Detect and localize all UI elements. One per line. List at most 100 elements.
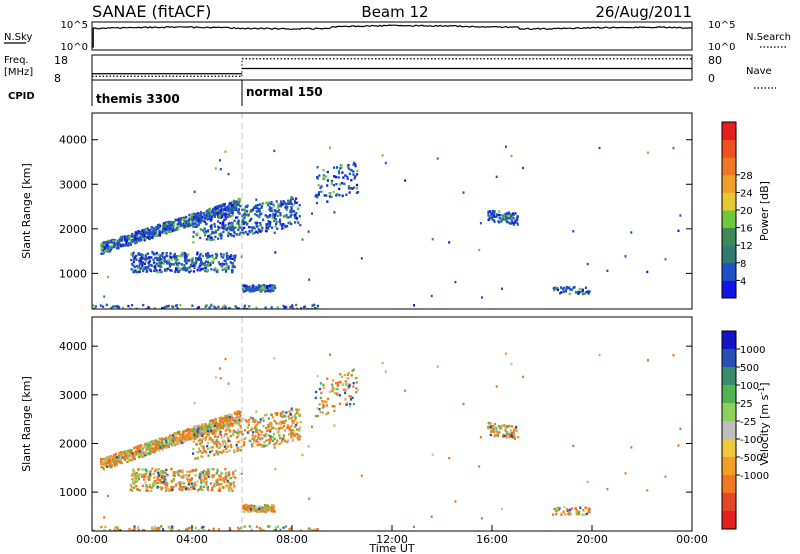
scatter-cell-1829	[282, 526, 285, 529]
scatter-cell-1030	[153, 261, 156, 264]
scatter-cell-1155	[289, 201, 292, 204]
scatter-cell-1025	[210, 468, 213, 471]
power-colorbar-tick-label-0: 4	[740, 276, 746, 287]
scatter-cell-1614	[341, 194, 344, 197]
scatter-cell-1555	[247, 286, 250, 289]
scatter-cell-1834	[93, 307, 96, 309]
scatter-cell-1926	[240, 472, 243, 475]
scatter-cell-647	[225, 423, 228, 426]
scatter-cell-1419	[241, 433, 244, 436]
scatter-cell-1712	[488, 216, 491, 220]
scatter-cell-703	[142, 473, 145, 476]
scatter-cell-540	[215, 421, 218, 424]
scatter-cell-1635	[321, 411, 324, 414]
scatter-cell-878	[146, 269, 149, 273]
scatter-cell-1002	[158, 261, 161, 264]
scatter-cell-1731	[508, 424, 511, 428]
scatter-cell-1938	[431, 453, 434, 456]
scatter-cell-1916	[193, 190, 196, 193]
scatter-cell-1877	[133, 528, 136, 531]
power-colorbar-swatch-0	[722, 280, 736, 299]
scatter-cell-1444	[261, 416, 265, 420]
scatter-cell-1920	[479, 222, 482, 225]
scatter-cell-1434	[266, 215, 269, 218]
scatter-cell-687	[230, 418, 233, 422]
scatter-cell-1213	[225, 450, 228, 454]
scatter-cell-686	[145, 231, 148, 234]
scatter-cell-1340	[217, 422, 220, 426]
scatter-cell-681	[122, 450, 125, 454]
scatter-cell-135	[134, 451, 137, 455]
scatter-cell-1679	[355, 183, 359, 187]
scatter-cell-866	[189, 269, 192, 273]
scatter-cell-617	[138, 446, 141, 450]
scatter-cell-1081	[272, 439, 275, 443]
scatter-cell-1902	[116, 526, 119, 529]
scatter-cell-1612	[316, 414, 319, 418]
scatter-cell-639	[125, 237, 128, 241]
scatter-cell-1688	[516, 223, 520, 226]
scatter-cell-1848	[217, 527, 221, 531]
scatter-cell-691	[134, 238, 137, 241]
scatter-cell-1199	[289, 202, 292, 205]
scatter-cell-1351	[236, 441, 239, 444]
scatter-cell-1835	[103, 529, 106, 531]
scatter-cell-1442	[257, 228, 260, 231]
nsky-label: N.Sky	[4, 32, 32, 43]
scatter-cell-652	[157, 223, 161, 227]
scatter-cell-1212	[290, 435, 293, 439]
scatter-cell-546	[106, 249, 109, 252]
scatter-cell-1021	[188, 478, 191, 481]
scatter-cell-972	[149, 268, 152, 271]
scatter-cell-1466	[269, 435, 272, 438]
scatter-cell-1035	[224, 266, 227, 269]
scatter-cell-1909	[664, 258, 667, 261]
scatter-cell-1806	[560, 291, 563, 294]
scatter-cell-82	[115, 452, 118, 456]
scatter-cell-1675	[317, 191, 321, 194]
scatter-cell-1055	[206, 473, 209, 477]
scatter-cell-1423	[248, 230, 251, 233]
nsky-frame	[91, 21, 693, 51]
scatter-cell-942	[191, 257, 194, 260]
scatter-cell-455	[238, 197, 241, 201]
scatter-cell-404	[176, 223, 179, 226]
scatter-cell-1618	[356, 169, 359, 172]
scatter-cell-552	[171, 434, 174, 437]
scatter-cell-1913	[606, 269, 609, 272]
scatter-cell-1927	[454, 280, 457, 284]
scatter-cell-1041	[172, 479, 175, 482]
scatter-cell-1939	[148, 261, 151, 264]
scatter-cell-1961	[227, 382, 230, 385]
scatter-cell-1445	[267, 227, 270, 230]
scatter-cell-1605	[330, 179, 334, 183]
scatter-cell-1662	[325, 404, 329, 407]
scatter-cell-254	[101, 461, 105, 464]
scatter-cell-738	[176, 472, 180, 475]
scatter-cell-1343	[282, 200, 285, 203]
scatter-cell-1204	[255, 427, 258, 430]
scatter-cell-1789	[574, 507, 577, 510]
scatter-cell-244	[129, 243, 132, 246]
scatter-cell-538	[235, 204, 238, 208]
scatter-cell-985	[210, 268, 213, 271]
scatter-cell-1576	[266, 504, 269, 508]
scatter-cell-1198	[234, 430, 237, 434]
scatter-cell-509	[144, 453, 147, 457]
scatter-cell-1696	[504, 426, 507, 430]
scatter-cell-1948	[273, 446, 276, 449]
scatter-cell-1193	[209, 216, 212, 219]
scatter-cell-550	[101, 250, 104, 254]
scatter-cell-1885	[221, 305, 225, 309]
scatter-cell-200	[128, 454, 131, 457]
scatter-cell-948	[159, 486, 162, 489]
scatter-cell-1239	[229, 233, 232, 236]
scatter-cell-907	[177, 473, 180, 477]
scatter-cell-1757	[505, 219, 508, 222]
scatter-cell-627	[187, 432, 191, 436]
scatter-cell-1111	[228, 226, 231, 229]
scatter-cell-642	[204, 217, 207, 220]
scatter-cell-1291	[213, 453, 216, 457]
scatter-cell-1011	[154, 252, 157, 256]
scatter-cell-322	[189, 430, 192, 433]
